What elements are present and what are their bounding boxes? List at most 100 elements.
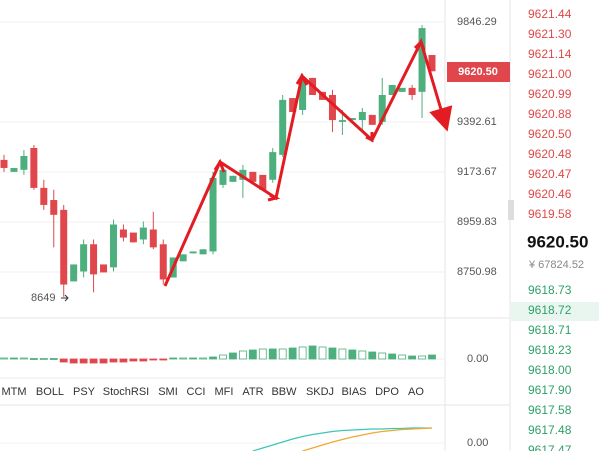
price-tag bbox=[447, 62, 510, 82]
ask-price: 9621.00 bbox=[528, 67, 572, 81]
ask-price: 9621.14 bbox=[528, 47, 572, 61]
last-price: 9620.50 bbox=[527, 232, 588, 251]
panel-handle[interactable] bbox=[508, 200, 514, 220]
candle-body bbox=[299, 79, 307, 110]
hist-bar bbox=[358, 350, 367, 360]
hist-bar bbox=[328, 347, 337, 360]
candle-body bbox=[20, 156, 28, 170]
candle-body bbox=[70, 264, 78, 282]
indicator-tab[interactable]: MTM bbox=[1, 386, 26, 398]
indicator-line bbox=[252, 427, 432, 451]
indicator-tab[interactable]: BOLL bbox=[36, 386, 64, 398]
hist-bar bbox=[378, 352, 387, 360]
hist-bar bbox=[39, 358, 48, 360]
hist-bar bbox=[219, 354, 227, 360]
y-tick-label: 8750.98 bbox=[457, 266, 497, 278]
hist-bar bbox=[209, 356, 217, 360]
indicator-tab[interactable]: StochRSI bbox=[103, 386, 149, 398]
candle-body bbox=[348, 118, 356, 121]
candle-body bbox=[139, 227, 147, 240]
indicator-tab[interactable]: PSY bbox=[73, 386, 96, 398]
candle-body bbox=[189, 251, 197, 254]
hist-bar bbox=[69, 358, 78, 364]
hist-bar bbox=[0, 357, 8, 360]
hist-bar bbox=[159, 358, 168, 361]
candle-body bbox=[10, 167, 18, 172]
indicator-tab[interactable]: MFI bbox=[215, 386, 234, 398]
ask-price: 9620.47 bbox=[528, 167, 572, 181]
candles bbox=[0, 25, 436, 297]
indicator-tab[interactable]: ATR bbox=[242, 386, 263, 398]
arrow-head bbox=[213, 158, 226, 173]
indicator-tab[interactable]: SMI bbox=[158, 386, 178, 398]
hist-bar bbox=[129, 358, 138, 362]
y-tick-label: 9846.29 bbox=[457, 16, 497, 28]
ask-price: 9620.46 bbox=[528, 187, 572, 201]
indicator-tab[interactable]: AO bbox=[408, 386, 424, 398]
hist-bar bbox=[79, 358, 88, 364]
candle-body bbox=[30, 147, 38, 188]
candle-body bbox=[119, 229, 127, 238]
hist-bar bbox=[59, 358, 68, 363]
candle-body bbox=[398, 87, 406, 92]
bid-price: 9617.90 bbox=[528, 383, 572, 397]
candle-body bbox=[408, 87, 416, 95]
candle-body bbox=[199, 249, 207, 255]
bid-price: 9617.47 bbox=[528, 443, 572, 451]
candle-body bbox=[80, 244, 88, 272]
ask-price: 9620.50 bbox=[528, 127, 572, 141]
hist-bar bbox=[89, 358, 98, 364]
hist-bar bbox=[139, 358, 148, 362]
hist-bar bbox=[288, 347, 297, 360]
indicator-line bbox=[302, 427, 433, 451]
candle-body bbox=[129, 232, 137, 243]
hist-bar bbox=[199, 357, 207, 360]
ask-price: 9619.58 bbox=[528, 207, 572, 221]
indicator-tab[interactable]: SKDJ bbox=[306, 386, 334, 398]
hist-bar bbox=[258, 348, 267, 360]
y-tick-label: 0.00 bbox=[467, 353, 488, 365]
hist-bar bbox=[248, 349, 257, 360]
candle-body bbox=[0, 159, 8, 168]
hist-bar bbox=[278, 348, 287, 360]
hist-bar bbox=[268, 348, 277, 360]
candle-body bbox=[229, 175, 237, 182]
bid-price: 9617.48 bbox=[528, 423, 572, 437]
candle-body bbox=[100, 264, 108, 273]
y-tick-label: 9392.61 bbox=[457, 116, 497, 128]
hist-bar bbox=[368, 351, 377, 360]
indicator-tab[interactable]: BIAS bbox=[341, 386, 366, 398]
price-tag-label: 9620.50 bbox=[458, 66, 498, 78]
arrow-head bbox=[413, 39, 426, 51]
y-tick-label: 0.00 bbox=[467, 437, 488, 449]
hist-bar bbox=[10, 357, 18, 360]
candle-body bbox=[149, 229, 157, 248]
candle-body bbox=[109, 224, 117, 268]
hist-bar bbox=[119, 358, 128, 363]
bid-price: 9618.00 bbox=[528, 363, 572, 377]
arrow-head bbox=[295, 73, 309, 86]
hist-bar bbox=[408, 355, 416, 360]
indicator-tab[interactable]: CCI bbox=[187, 386, 206, 398]
hist-bar bbox=[298, 346, 307, 360]
indicator-tab[interactable]: DPO bbox=[375, 386, 399, 398]
indicator-tab[interactable]: BBW bbox=[271, 386, 297, 398]
candle-body bbox=[239, 169, 247, 180]
bid-price: 9618.73 bbox=[528, 283, 572, 297]
candle-body bbox=[328, 94, 336, 121]
candle-body bbox=[269, 152, 277, 180]
hist-bar bbox=[49, 358, 58, 360]
candle-body bbox=[209, 177, 217, 252]
candle-body bbox=[378, 94, 386, 122]
hist-bar bbox=[318, 346, 327, 360]
hist-bar bbox=[338, 348, 347, 360]
hist-bar bbox=[428, 354, 436, 360]
ask-price: 9620.88 bbox=[528, 107, 572, 121]
low-arrow bbox=[61, 294, 69, 302]
candle-body bbox=[289, 98, 297, 112]
arrow-head bbox=[365, 132, 374, 143]
hist-bar bbox=[418, 355, 426, 360]
low-annotation: 8649 bbox=[31, 292, 55, 304]
ask-price: 9621.30 bbox=[528, 27, 572, 41]
